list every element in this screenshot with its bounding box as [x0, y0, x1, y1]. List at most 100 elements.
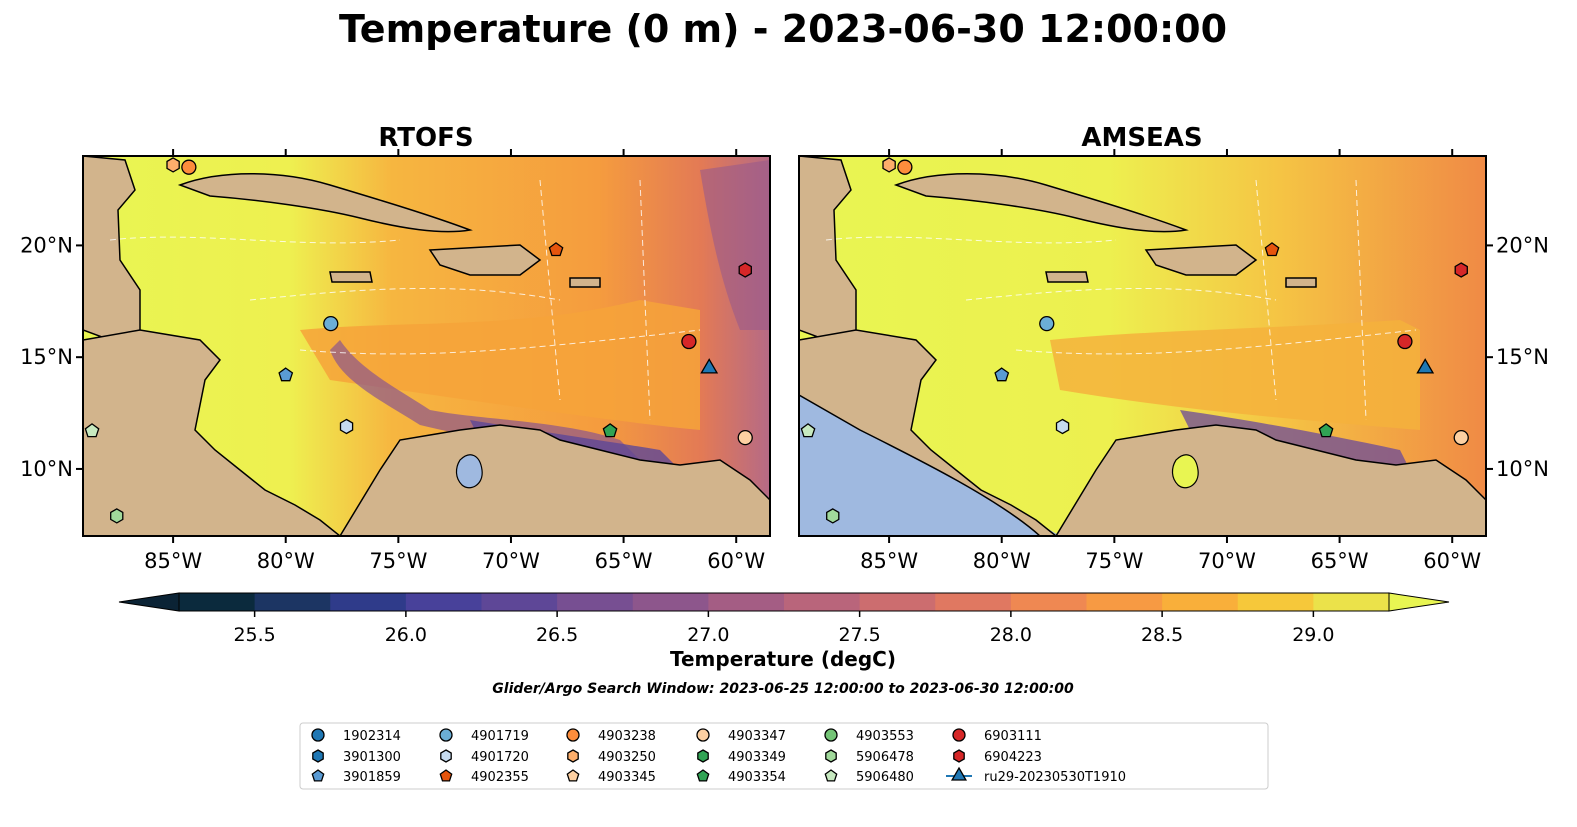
colorbar-label: Temperature (degC): [670, 647, 896, 671]
rtofs-marker-4901720: [339, 418, 354, 435]
legend-marker-4901720: [440, 749, 452, 763]
legend-marker-4901719: [439, 728, 453, 742]
amseas-xtick-label: 85°W: [860, 549, 918, 573]
rtofs-land-south-america: [339, 424, 770, 536]
amseas-marker-4903250: [882, 157, 896, 173]
colorbar-segment: [481, 593, 558, 611]
legend-marker-3901300: [312, 749, 324, 763]
colorbar-segment: [1010, 593, 1087, 611]
legend: 1902314 3901300 3901859 4901719 4901720 49023…: [311, 728, 1126, 785]
rtofs-marker-4902355: [548, 242, 564, 257]
amseas-ytick-label: 20°N: [1496, 233, 1549, 257]
amseas-land-mexico: [799, 156, 857, 341]
colorbar-segment: [254, 593, 331, 611]
rtofs-marker-5906480: [84, 423, 100, 438]
rtofs-marker-4901719: [323, 315, 339, 332]
rtofs-frame: [82, 155, 771, 537]
rtofs-land-cuba: [177, 173, 473, 233]
rtofs-marker-4903250: [166, 157, 180, 173]
legend-label: 4903238: [598, 729, 656, 744]
legend-marker-6903111: [952, 728, 966, 742]
rtofs-ytick-label: 20°N: [20, 233, 73, 257]
amseas-land-south-america: [1055, 424, 1486, 536]
colorbar-segment: [1237, 593, 1314, 611]
colorbar-segment: [632, 593, 709, 611]
rtofs-warm-band: [300, 300, 700, 430]
amseas-land-puerto-rico: [1285, 277, 1317, 288]
legend-marker-4903354: [696, 769, 710, 782]
colorbar-tick-label: 27.5: [838, 624, 880, 646]
rtofs-lake-maracaibo: [455, 454, 483, 489]
legend-marker-4903349: [697, 749, 709, 763]
amseas-marker-3901859: [994, 367, 1010, 382]
rtofs-xtick-label: 60°W: [707, 549, 765, 573]
amseas-land-jamaica: [1045, 271, 1089, 283]
colorbar-extend-low: [118, 592, 180, 612]
amseas-title: AMSEAS: [1081, 123, 1202, 153]
rtofs-marker-ru29-20230530T1910: [700, 358, 719, 374]
float-markers: [84, 157, 1469, 524]
rtofs-marker-3901859: [278, 367, 294, 382]
amseas-ytick-label: 10°N: [1496, 457, 1549, 481]
colorbar-segment: [1086, 593, 1163, 611]
rtofs-land-central-america: [83, 329, 342, 536]
legend-label: 4903345: [598, 770, 656, 785]
amseas-land-central-america: [799, 329, 1058, 536]
colorbar-outline: [178, 592, 1390, 612]
amseas-marker-4901720: [1055, 418, 1070, 435]
legend-label: 4903553: [856, 729, 914, 744]
legend-label: 4901719: [471, 729, 529, 744]
legend-label: 4903347: [728, 729, 786, 744]
colorbar-segment: [557, 593, 634, 611]
amseas-xtick-label: 75°W: [1085, 549, 1143, 573]
legend-label: ru29-20230530T1910: [984, 770, 1126, 785]
amseas-marker-6904223: [1454, 262, 1468, 278]
rtofs-cool-filament: [330, 340, 640, 460]
amseas-xtick-label: 80°W: [973, 549, 1031, 573]
legend-marker-3901859: [311, 769, 325, 782]
legend-marker-4903250: [567, 749, 579, 763]
legend-label: 4902355: [471, 770, 529, 785]
amseas-marker-5906480: [800, 423, 816, 438]
colorbar-segment: [179, 593, 256, 611]
amseas-marker-ru29-20230530T1910: [1416, 358, 1435, 374]
colorbar-tick-label: 28.5: [1141, 624, 1183, 646]
amseas-map: [799, 156, 1486, 536]
legend-label: 3901300: [343, 750, 401, 765]
legend-marker-1902314: [311, 728, 325, 742]
amseas-marker-6903111: [1397, 333, 1413, 350]
amseas-marker-4903354: [1318, 423, 1334, 438]
colorbar-extend-high: [1388, 592, 1450, 612]
legend-marker-ru29-20230530T1910: [950, 766, 968, 781]
legend-marker-4903238: [566, 728, 580, 742]
amseas-marker-4902355: [1264, 242, 1280, 257]
rtofs-marker-6903111: [681, 333, 697, 350]
rtofs-xtick-label: 80°W: [257, 549, 315, 573]
legend-label: 4903250: [598, 750, 656, 765]
legend-label: 6903111: [984, 729, 1042, 744]
legend-label: 5906478: [856, 750, 914, 765]
legend-marker-6904223: [953, 749, 965, 763]
legend-label: 1902314: [343, 729, 401, 744]
rtofs-ytick-label: 10°N: [20, 457, 73, 481]
rtofs-xtick-label: 65°W: [595, 549, 653, 573]
amseas-lake-maracaibo: [1171, 454, 1199, 489]
amseas-frame: [798, 155, 1487, 537]
search-window-text: Glider/Argo Search Window: 2023-06-25 12…: [492, 681, 1074, 697]
amseas-land-hispaniola: [1144, 244, 1258, 276]
amseas-marker-5906478: [826, 508, 840, 524]
amseas-grid: [825, 179, 1417, 421]
rtofs-map: [83, 156, 770, 536]
rtofs-land-mexico: [83, 156, 141, 341]
figure-title: Temperature (0 m) - 2023-06-30 12:00:00: [339, 7, 1227, 51]
legend-marker-4902355: [439, 769, 453, 782]
rtofs-land-puerto-rico: [569, 277, 601, 288]
legend-label: 3901859: [343, 770, 401, 785]
legend-marker-5906480: [824, 769, 838, 782]
legend-box: [299, 722, 1269, 790]
legend-label: 6904223: [984, 750, 1042, 765]
rtofs-xtick-label: 85°W: [144, 549, 202, 573]
colorbar-tick-label: 26.5: [536, 624, 578, 646]
colorbar-segment: [935, 593, 1012, 611]
legend-label: 5906480: [856, 770, 914, 785]
